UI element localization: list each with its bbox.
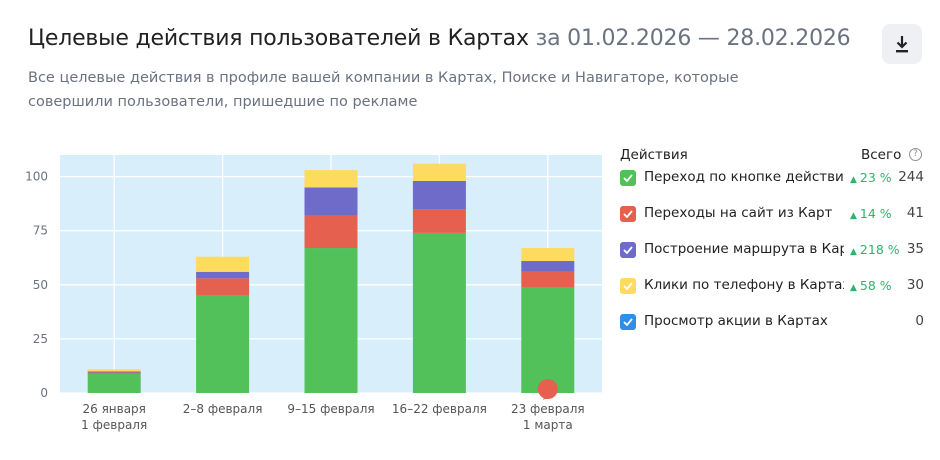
bar-segment	[304, 215, 358, 249]
bar-segment	[87, 373, 141, 393]
check-icon	[623, 246, 633, 254]
legend-item-delta-value: 58 %	[859, 278, 892, 293]
legend-item-delta-value: 14 %	[859, 206, 892, 221]
page-subtitle: Все целевые действия в профиле вашей ком…	[28, 70, 739, 110]
x-tick-label: 26 января	[82, 402, 145, 416]
legend-item-label: Просмотр акции в Картах	[644, 313, 828, 329]
page-title: Целевые действия пользователей в Картах …	[28, 26, 851, 51]
title-period: за 01.02.2026 — 28.02.2026	[535, 26, 851, 51]
x-tick-label: 9–15 февраля	[287, 402, 374, 416]
bar-segment	[87, 369, 141, 372]
bar-segment	[304, 248, 358, 393]
legend-item-label: Переходы на сайт из Карт	[644, 205, 833, 221]
check-icon	[623, 210, 633, 218]
x-tick-label: 1 февраля	[81, 418, 147, 432]
legend-header: Действия Всего ?	[618, 140, 928, 170]
download-icon	[896, 36, 908, 53]
legend-item[interactable]: Переход по кнопке действия в Картах ▲23 %…	[618, 169, 928, 206]
legend-list: Переход по кнопке действия в Картах▲23 %…	[618, 169, 928, 350]
trend-up-icon: ▲	[850, 247, 857, 257]
y-tick-label: 50	[33, 278, 48, 292]
bar-segment	[521, 261, 575, 272]
help-icon[interactable]: ?	[909, 148, 922, 161]
legend-item[interactable]: Переходы на сайт из Карт ▲ 14 % 41	[618, 205, 928, 242]
legend-item-total: 244	[898, 169, 924, 185]
y-tick-label: 25	[33, 332, 48, 346]
legend-actions-header: Действия	[620, 147, 688, 163]
legend-item-delta: ▲ 23 %	[850, 170, 892, 185]
legend-item[interactable]: Клики по телефону в Картах ▲ 58 % 30	[618, 277, 928, 314]
legend-checkbox[interactable]	[620, 242, 636, 258]
legend-checkbox[interactable]	[620, 278, 636, 294]
bar-segment	[521, 248, 575, 262]
legend-item-total: 35	[906, 241, 924, 257]
legend-total-header: Всего	[861, 147, 902, 163]
legend-item-delta: ▲ 218 %	[850, 242, 900, 257]
check-icon	[623, 174, 633, 182]
check-icon	[623, 318, 633, 326]
legend-checkbox[interactable]	[620, 206, 636, 222]
bar-segment	[87, 372, 141, 374]
bar-segment	[87, 371, 141, 373]
bar-segment	[412, 163, 466, 181]
bar-segment	[521, 286, 575, 393]
legend-item-total: 30	[906, 277, 924, 293]
legend-panel: Действия Всего ? Переход по кнопке дейст…	[618, 140, 928, 350]
trend-up-icon: ▲	[850, 283, 857, 293]
bar-segment	[412, 180, 466, 210]
legend-item-label: Клики по телефону в Картах	[644, 277, 844, 293]
x-tick-label: 16–22 февраля	[392, 402, 487, 416]
legend-item-delta: ▲ 58 %	[850, 278, 892, 293]
bar-segment	[304, 187, 358, 216]
legend-checkbox[interactable]	[620, 170, 636, 186]
legend-item-label: Переход по кнопке действия в Картах	[644, 169, 844, 185]
trend-up-icon: ▲	[850, 175, 857, 185]
bar-segment	[196, 256, 250, 272]
y-tick-label: 0	[40, 386, 48, 400]
legend-item-total: 0	[915, 313, 924, 329]
legend-item-label: Построение маршрута в Картах	[644, 241, 844, 257]
bar-segment	[196, 271, 250, 279]
y-tick-label: 100	[25, 170, 48, 184]
trend-up-icon: ▲	[850, 211, 857, 221]
y-tick-label: 75	[33, 224, 48, 238]
legend-item-delta: ▲ 14 %	[850, 206, 892, 221]
x-tick-label: 2–8 февраля	[183, 402, 263, 416]
legend-item[interactable]: Построение маршрута в Картах ▲218 % 35	[618, 241, 928, 278]
bar-segment	[521, 271, 575, 287]
legend-item-delta-value: 23 %	[859, 170, 892, 185]
bar-segment	[196, 278, 250, 296]
legend-item-delta-value: 218 %	[859, 242, 900, 257]
download-button[interactable]	[882, 24, 922, 64]
bar-segment	[196, 295, 250, 393]
legend-item[interactable]: Просмотр акции в Картах 0	[618, 313, 928, 350]
legend-item-total: 41	[906, 205, 924, 221]
bar-segment	[412, 232, 466, 393]
legend-checkbox[interactable]	[620, 314, 636, 330]
bar-segment	[304, 170, 358, 188]
x-tick-label: 23 февраля	[511, 402, 585, 416]
bar-segment	[412, 209, 466, 233]
x-tick-label: 1 марта	[523, 418, 573, 432]
annotation-marker-icon	[537, 379, 558, 399]
bar-chart: 0 25 50 75 100 26 января 1 февраля 2–8 февраля 9…	[25, 155, 602, 432]
title-text: Целевые действия пользователей в Картах	[28, 26, 529, 51]
check-icon	[623, 282, 633, 290]
